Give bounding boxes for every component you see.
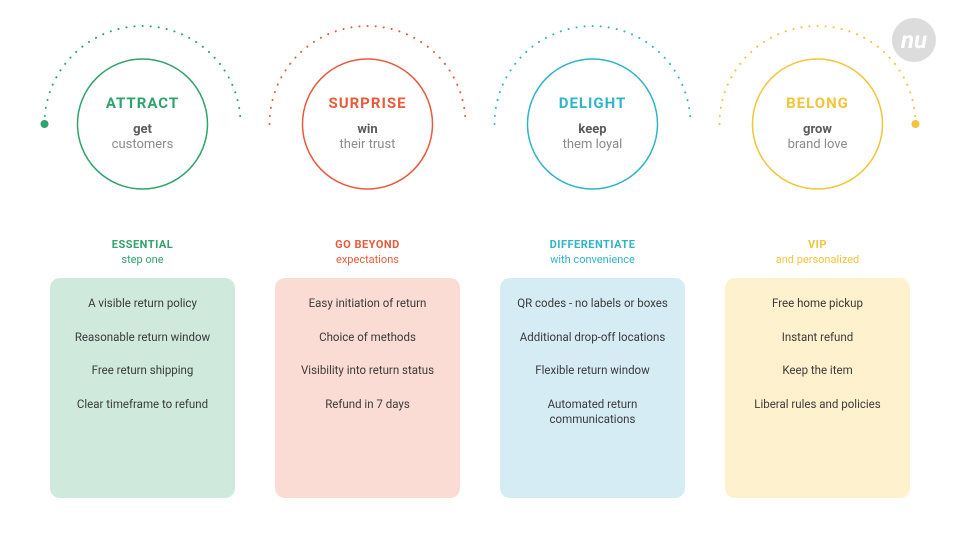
- arc-start-dot: [41, 120, 49, 128]
- feature-item: Instant refund: [739, 330, 896, 346]
- feature-item: Choice of methods: [289, 330, 446, 346]
- feature-item: Flexible return window: [514, 363, 671, 379]
- stage-title: ATTRACT: [78, 94, 208, 112]
- feature-item: Visibility into return status: [289, 363, 446, 379]
- arc-end-dot: [912, 120, 920, 128]
- feature-card: QR codes - no labels or boxes Additional …: [500, 278, 685, 498]
- feature-item: Reasonable return window: [64, 330, 221, 346]
- section-header: ESSENTIAL step one: [112, 238, 174, 266]
- feature-item: Refund in 7 days: [289, 397, 446, 413]
- section-subtitle: with convenience: [550, 253, 636, 266]
- stage-action-sub: brand love: [753, 137, 883, 152]
- stage-circle-label: BELONG growbrand love: [753, 94, 883, 152]
- section-header: DIFFERENTIATE with convenience: [550, 238, 636, 266]
- section-subtitle: and personalized: [776, 253, 860, 266]
- stage-column: ESSENTIAL step one A visible return policy…: [50, 0, 235, 540]
- stage-column: DIFFERENTIATE with convenience QR codes - …: [500, 0, 685, 540]
- section-subtitle: step one: [112, 253, 174, 266]
- feature-item: QR codes - no labels or boxes: [514, 296, 671, 312]
- feature-item: Keep the item: [739, 363, 896, 379]
- stage-circle-label: DELIGHT keepthem loyal: [528, 94, 658, 152]
- feature-item: Easy initiation of return: [289, 296, 446, 312]
- section-title: GO BEYOND: [335, 238, 400, 251]
- section-title: ESSENTIAL: [112, 238, 174, 251]
- section-header: VIP and personalized: [776, 238, 860, 266]
- feature-item: Free return shipping: [64, 363, 221, 379]
- feature-card: A visible return policy Reasonable return…: [50, 278, 235, 498]
- feature-item: Clear timeframe to refund: [64, 397, 221, 413]
- stage-action-sub: customers: [78, 137, 208, 152]
- feature-card: Free home pickup Instant refund Keep the i…: [725, 278, 910, 498]
- section-header: GO BEYOND expectations: [335, 238, 400, 266]
- stage-action: get: [78, 122, 208, 137]
- stage-action: win: [303, 122, 433, 137]
- stage-circle-label: SURPRISE wintheir trust: [303, 94, 433, 152]
- feature-item: Liberal rules and policies: [739, 397, 896, 413]
- stage-title: SURPRISE: [303, 94, 433, 112]
- feature-item: Automated return communications: [514, 397, 671, 428]
- stage-column: VIP and personalized Free home pickup Insta…: [725, 0, 910, 540]
- feature-item: Free home pickup: [739, 296, 896, 312]
- feature-card: Easy initiation of return Choice of metho…: [275, 278, 460, 498]
- stage-action-sub: their trust: [303, 137, 433, 152]
- section-title: DIFFERENTIATE: [550, 238, 636, 251]
- feature-item: Additional drop-off locations: [514, 330, 671, 346]
- columns-container: ESSENTIAL step one A visible return policy…: [50, 0, 910, 540]
- stage-column: GO BEYOND expectations Easy initiation of …: [275, 0, 460, 540]
- stage-action-sub: them loyal: [528, 137, 658, 152]
- section-title: VIP: [776, 238, 860, 251]
- stage-action: keep: [528, 122, 658, 137]
- section-subtitle: expectations: [335, 253, 400, 266]
- stage-title: BELONG: [753, 94, 883, 112]
- stage-title: DELIGHT: [528, 94, 658, 112]
- stage-action: grow: [753, 122, 883, 137]
- stage-circle-label: ATTRACT getcustomers: [78, 94, 208, 152]
- feature-item: A visible return policy: [64, 296, 221, 312]
